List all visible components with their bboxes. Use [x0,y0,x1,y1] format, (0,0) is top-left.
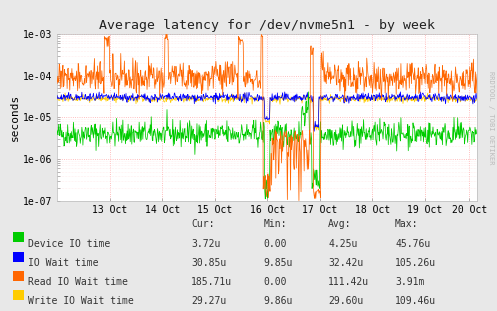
Text: 3.91m: 3.91m [395,277,424,287]
Text: 9.86u: 9.86u [263,296,293,306]
Text: Device IO time: Device IO time [28,239,110,248]
Text: 185.71u: 185.71u [191,277,233,287]
Text: 32.42u: 32.42u [328,258,363,268]
Title: Average latency for /dev/nvme5n1 - by week: Average latency for /dev/nvme5n1 - by we… [99,19,435,32]
Text: RRDTOOL / TOBI OETIKER: RRDTOOL / TOBI OETIKER [488,72,494,165]
Text: 29.60u: 29.60u [328,296,363,306]
Text: 9.85u: 9.85u [263,258,293,268]
Text: IO Wait time: IO Wait time [28,258,99,268]
Text: Read IO Wait time: Read IO Wait time [28,277,128,287]
Text: 30.85u: 30.85u [191,258,227,268]
Text: 105.26u: 105.26u [395,258,436,268]
Text: 111.42u: 111.42u [328,277,369,287]
Text: Write IO Wait time: Write IO Wait time [28,296,134,306]
Text: 0.00: 0.00 [263,239,287,248]
Text: Avg:: Avg: [328,219,351,229]
Text: Min:: Min: [263,219,287,229]
Text: Cur:: Cur: [191,219,215,229]
Text: 109.46u: 109.46u [395,296,436,306]
Text: Max:: Max: [395,219,418,229]
Text: 4.25u: 4.25u [328,239,357,248]
Text: 3.72u: 3.72u [191,239,221,248]
Text: 0.00: 0.00 [263,277,287,287]
Y-axis label: seconds: seconds [10,94,20,141]
Text: 45.76u: 45.76u [395,239,430,248]
Text: 29.27u: 29.27u [191,296,227,306]
